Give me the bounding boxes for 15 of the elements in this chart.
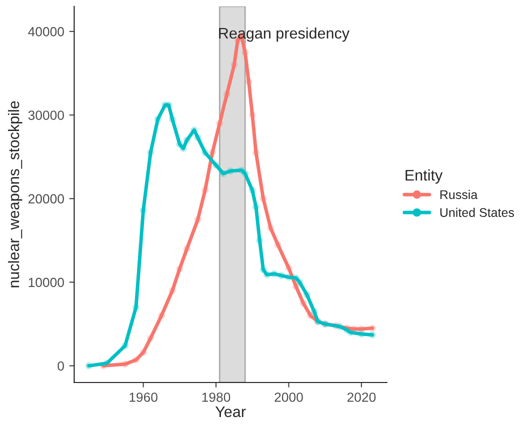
y-tick-label: 0 [58, 361, 64, 371]
x-tick-label: 1960 [130, 392, 158, 402]
legend-label: Russia [440, 190, 478, 200]
x-tick-label: 2000 [274, 392, 303, 402]
legend-label: United States [440, 208, 514, 217]
y-tick-label: 10000 [28, 278, 64, 288]
x-axis-title: Year [215, 406, 246, 418]
y-tick-label: 20000 [28, 194, 64, 204]
x-tick-label: 2020 [347, 392, 376, 402]
legend-title: Entity [406, 169, 443, 184]
y-tick-label: 40000 [28, 27, 64, 36]
y-tick-label: 30000 [28, 110, 64, 120]
y-axis-title: nuclear_weapons_stockpile [8, 101, 22, 288]
x-tick-label: 1980 [202, 392, 230, 402]
annotation: Reagan presidency [219, 27, 350, 42]
